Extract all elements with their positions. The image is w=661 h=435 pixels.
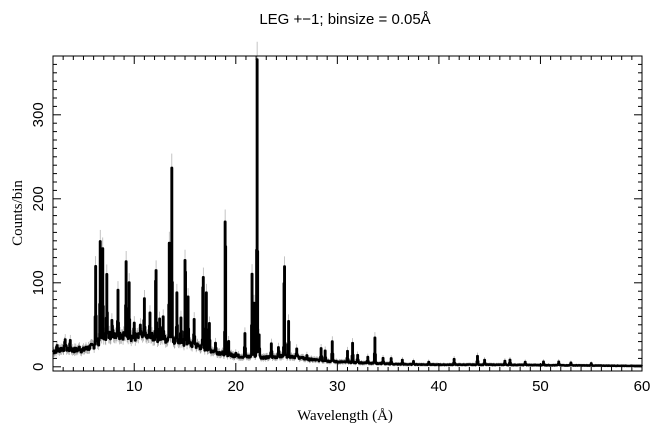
errorbar-group [52,41,643,368]
y-axis: 0 100 200 300 [30,55,642,371]
y-tick-label: 200 [30,186,47,211]
series-line [52,58,643,368]
x-tick-label: 10 [126,378,143,395]
x-tick-label: 40 [431,378,448,395]
x-tick-label: 20 [227,378,244,395]
chart-title: LEG +−1; binsize = 0.05Å [259,11,430,28]
y-axis-label: Counts/bin [10,180,26,246]
x-tick-label: 50 [532,378,549,395]
x-axis-label: Wavelength (Å) [297,408,393,424]
y-tick-label: 0 [30,363,47,371]
x-axis: 10 20 30 40 50 60 [52,56,651,395]
x-tick-label: 60 [634,378,651,395]
plot-frame [52,55,643,372]
y-tick-label: 300 [30,102,47,127]
y-tick-label: 100 [30,270,47,295]
x-tick-label: 30 [329,378,346,395]
